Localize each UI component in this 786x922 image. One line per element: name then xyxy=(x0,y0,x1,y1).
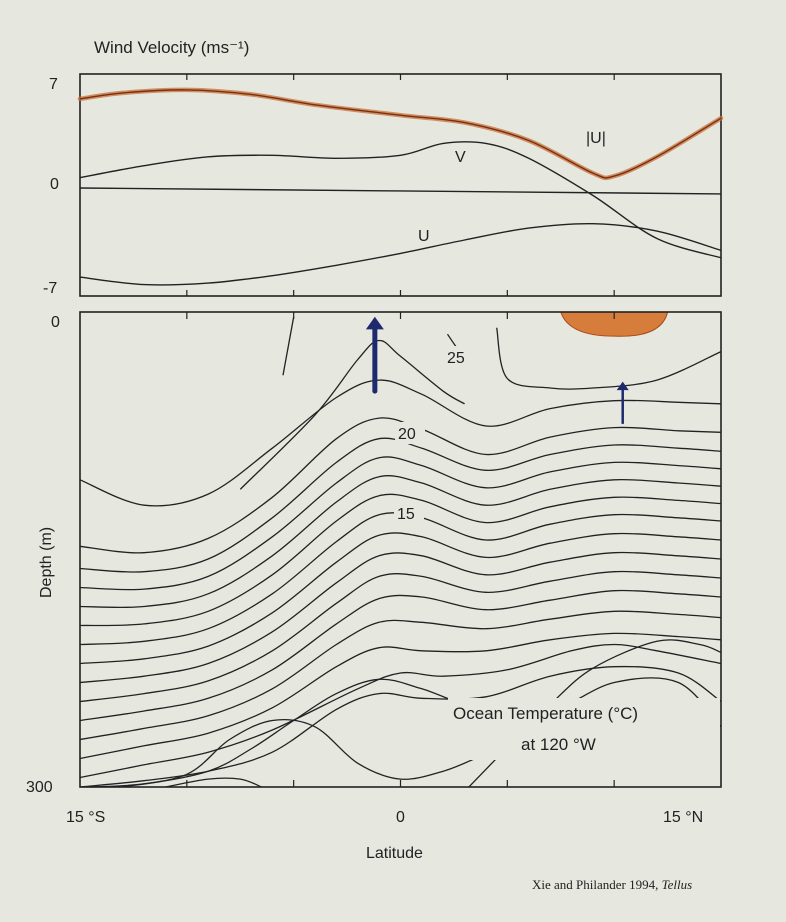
warm-water-region xyxy=(560,311,669,337)
upwelling-arrow-head xyxy=(365,316,384,330)
wind-title: Wind Velocity (ms⁻¹) xyxy=(94,38,249,57)
wind-lines xyxy=(77,87,724,286)
wind-series-line xyxy=(79,222,722,286)
isotherm-line xyxy=(79,570,722,703)
xtick-0: 0 xyxy=(396,809,405,826)
isotherm-line xyxy=(79,665,722,788)
wind-ytick-bottom: -7 xyxy=(43,280,57,297)
legend-line-2: at 120 °W xyxy=(521,735,596,754)
wind-series-line xyxy=(79,187,722,195)
xtick-15s: 15 °S xyxy=(66,809,105,826)
isotherm-line xyxy=(282,316,295,376)
contour-label-bg xyxy=(394,502,424,524)
isotherm-line xyxy=(79,475,722,609)
series-label-u: U xyxy=(418,228,430,245)
isotherm-line xyxy=(165,777,262,788)
y-axis-label: Depth (m) xyxy=(38,527,55,598)
wind-ytick-mid: 0 xyxy=(50,176,59,193)
contour-label-20: 20 xyxy=(398,426,416,443)
warm-water-patch xyxy=(560,311,669,337)
isotherm-line xyxy=(79,493,722,627)
isotherm-line xyxy=(79,589,722,722)
isotherm-line xyxy=(79,379,722,507)
wind-series-line xyxy=(79,141,722,259)
citation-journal: Tellus xyxy=(662,877,693,892)
isotherms xyxy=(79,316,722,788)
series-label-v: V xyxy=(455,149,466,166)
citation-authors: Xie and Philander 1994, xyxy=(532,877,658,892)
wind-ytick-top: 7 xyxy=(49,76,58,93)
wind-series-line xyxy=(79,89,722,179)
contour-label-bg xyxy=(395,422,425,444)
depth-ytick-bottom: 300 xyxy=(26,779,53,796)
xtick-15n: 15 °N xyxy=(663,809,703,826)
contour-label-25: 25 xyxy=(447,350,465,367)
isotherm-line xyxy=(90,677,722,788)
contour-label-15: 15 xyxy=(397,506,415,523)
legend-backing xyxy=(448,698,720,760)
isotherm-line xyxy=(79,610,722,741)
isotherm-line xyxy=(79,551,722,684)
isotherm-line xyxy=(79,532,722,665)
isotherm-line xyxy=(79,417,722,554)
isotherm-line xyxy=(79,456,722,591)
isotherm-line xyxy=(496,327,722,390)
legend-line-1: Ocean Temperature (°C) xyxy=(453,704,638,723)
wind-ticks xyxy=(186,74,615,296)
isotherm-line xyxy=(122,718,476,788)
series-label-speed: |U| xyxy=(586,130,606,147)
isotherm-line xyxy=(79,632,722,760)
citation-credit: Xie and Philander 1994, Tellus xyxy=(532,877,692,892)
upwelling-arrow-head xyxy=(616,381,629,391)
isotherm-line xyxy=(79,643,722,779)
upwelling-arrows xyxy=(365,316,629,425)
contour-label-bg xyxy=(444,346,474,368)
x-axis-label: Latitude xyxy=(366,845,423,862)
depth-ytick-top: 0 xyxy=(51,314,60,331)
